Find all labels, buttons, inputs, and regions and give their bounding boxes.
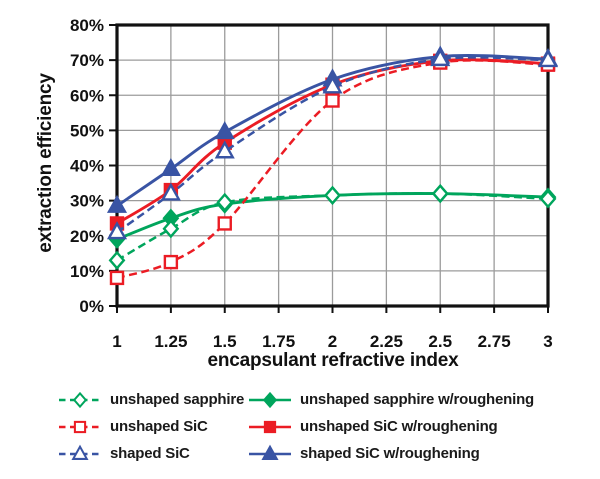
legend-line-sample-solid-diamond xyxy=(249,391,291,408)
y-tick-label: 40% xyxy=(70,157,104,176)
legend-line-sample-dashed-diamond xyxy=(59,391,101,408)
x-tick-label: 2.25 xyxy=(370,332,403,351)
x-tick-label: 1.5 xyxy=(213,332,237,351)
legend-line-sample-solid-triangle xyxy=(249,444,291,460)
legend-label: unshaped SiC w/roughening xyxy=(300,418,498,435)
legend-label: unshaped SiC xyxy=(110,418,208,435)
legend-item-unshaped-sic: unshaped SiC xyxy=(58,413,248,440)
y-tick-label: 80% xyxy=(70,16,104,35)
legend-item-unshaped-sapphire: unshaped sapphire xyxy=(58,386,248,413)
legend-item-shaped-sic-roughening: shaped SiC w/roughening xyxy=(248,440,534,467)
x-tick-label: 2.5 xyxy=(428,332,452,351)
y-tick-label: 20% xyxy=(70,227,104,246)
legend: unshaped sapphire unshaped sapphire w/ro… xyxy=(58,386,534,467)
legend-line-sample-dashed-square xyxy=(59,420,101,433)
y-tick-label: 0% xyxy=(79,297,104,316)
x-tick-label: 1.75 xyxy=(262,332,295,351)
y-axis-title: extraction efficiency xyxy=(35,73,56,253)
x-tick-label: 1 xyxy=(112,332,121,351)
legend-item-unshaped-sapphire-roughening: unshaped sapphire w/roughening xyxy=(248,386,534,413)
y-tick-label: 70% xyxy=(70,51,104,70)
y-tick-label: 10% xyxy=(70,262,104,281)
legend-label: shaped SiC w/roughening xyxy=(300,445,480,462)
legend-line-sample-solid-square xyxy=(249,420,291,433)
legend-label: shaped SiC xyxy=(110,445,190,462)
legend-item-shaped-sic: shaped SiC xyxy=(58,440,248,467)
legend-label: unshaped sapphire w/roughening xyxy=(300,391,535,408)
legend-item-unshaped-sic-roughening: unshaped SiC w/roughening xyxy=(248,413,534,440)
x-axis-title: encapsulant refractive index xyxy=(207,350,459,371)
x-tick-label: 3 xyxy=(543,332,552,351)
y-tick-label: 60% xyxy=(70,86,104,105)
legend-line-sample-dashed-triangle xyxy=(59,444,101,460)
x-tick-label: 2.75 xyxy=(478,332,511,351)
series-shaped-sic xyxy=(106,48,559,240)
y-tick-label: 50% xyxy=(70,121,104,140)
x-tick-label: 1.25 xyxy=(154,332,187,351)
legend-label: unshaped sapphire xyxy=(110,391,245,408)
y-tick-label: 30% xyxy=(70,192,104,211)
series-unshaped-sapphire xyxy=(108,183,557,270)
x-tick-label: 2 xyxy=(328,332,337,351)
